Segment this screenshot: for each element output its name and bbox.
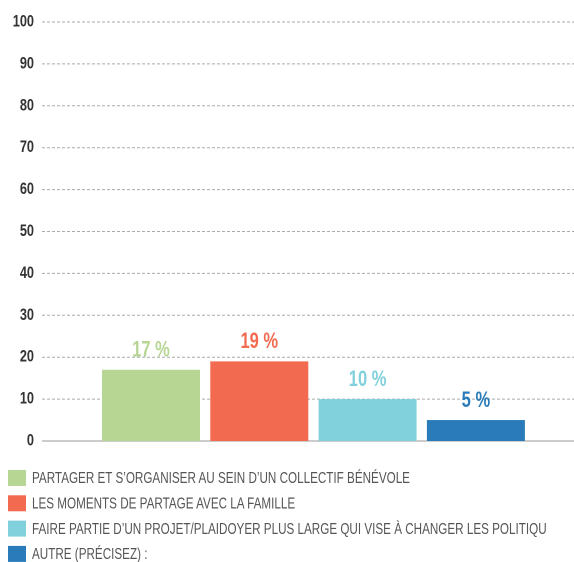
y-tick-label: 30 <box>20 305 34 324</box>
y-tick-label: 70 <box>20 137 34 156</box>
value-label: 5 % <box>462 388 490 413</box>
y-tick-label: 50 <box>20 221 34 240</box>
bar <box>102 369 200 441</box>
value-label-group: 17 % <box>132 337 170 362</box>
legend-entry: FAIRE PARTIE D’UN PROJET/PLAIDOYER PLUS … <box>32 519 547 537</box>
legend-entry: AUTRE (PRÉCISEZ) : <box>32 544 147 562</box>
y-tick-label: 0 <box>27 431 34 450</box>
y-tick: 50 <box>20 221 34 240</box>
value-label: 19 % <box>240 329 278 354</box>
legend-swatch <box>8 495 26 512</box>
legend-label: FAIRE PARTIE D’UN PROJET/PLAIDOYER PLUS … <box>32 519 547 537</box>
y-tick: 90 <box>20 54 34 73</box>
legend-swatch <box>8 470 26 486</box>
y-tick: 30 <box>20 305 34 324</box>
y-tick-label: 20 <box>20 347 34 366</box>
value-label-group: 5 % <box>462 388 490 413</box>
legend-label: PARTAGER ET S’ORGANISER AU SEIN D’UN COL… <box>32 468 410 486</box>
y-tick-label: 40 <box>20 263 34 282</box>
legend-swatch <box>8 520 26 537</box>
y-tick: 80 <box>20 96 34 115</box>
legend-label: LES MOMENTS DE PARTAGE AVEC LA FAMILLE <box>32 494 295 512</box>
value-label-group: 19 % <box>240 329 278 354</box>
legend-swatch <box>8 545 26 562</box>
legend-entry: LES MOMENTS DE PARTAGE AVEC LA FAMILLE <box>32 494 295 512</box>
y-tick-label: 60 <box>20 179 34 198</box>
y-tick-label: 80 <box>20 96 34 115</box>
y-tick: 60 <box>20 179 34 198</box>
legend-label: AUTRE (PRÉCISEZ) : <box>32 544 147 562</box>
y-tick: 70 <box>20 137 34 156</box>
legend-entry: PARTAGER ET S’ORGANISER AU SEIN D’UN COL… <box>32 468 410 486</box>
value-label-group: 10 % <box>349 367 387 392</box>
y-tick-label: 10 <box>20 389 34 408</box>
y-tick-label: 90 <box>20 54 34 73</box>
y-tick: 40 <box>20 263 34 282</box>
bar <box>318 399 417 441</box>
value-label: 10 % <box>349 367 387 392</box>
y-tick-label: 100 <box>13 12 34 31</box>
y-tick: 20 <box>20 347 34 366</box>
y-tick: 10 <box>20 389 34 408</box>
y-tick: 0 <box>27 431 34 450</box>
bar <box>426 420 525 441</box>
value-label: 17 % <box>132 337 170 362</box>
bar <box>210 361 309 441</box>
y-tick: 100 <box>13 12 34 31</box>
